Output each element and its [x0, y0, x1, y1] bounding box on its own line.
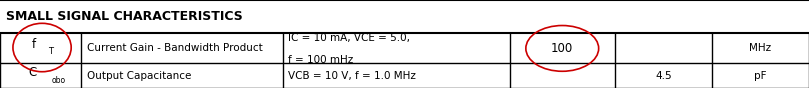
Text: f: f	[32, 37, 36, 51]
Text: pF: pF	[754, 71, 767, 81]
Text: VCB = 10 V, f = 1.0 MHz: VCB = 10 V, f = 1.0 MHz	[288, 71, 416, 81]
Text: Current Gain - Bandwidth Product: Current Gain - Bandwidth Product	[87, 43, 263, 53]
Text: obo: obo	[51, 76, 66, 85]
Text: T: T	[49, 47, 53, 56]
Text: SMALL SIGNAL CHARACTERISTICS: SMALL SIGNAL CHARACTERISTICS	[6, 10, 244, 23]
Text: C: C	[28, 66, 36, 79]
Text: 100: 100	[551, 42, 574, 55]
Text: 4.5: 4.5	[655, 71, 671, 81]
Text: f = 100 mHz: f = 100 mHz	[288, 55, 354, 65]
Text: MHz: MHz	[749, 43, 772, 53]
Text: Output Capacitance: Output Capacitance	[87, 71, 192, 81]
Text: IC = 10 mA, VCE = 5.0,: IC = 10 mA, VCE = 5.0,	[288, 33, 410, 43]
